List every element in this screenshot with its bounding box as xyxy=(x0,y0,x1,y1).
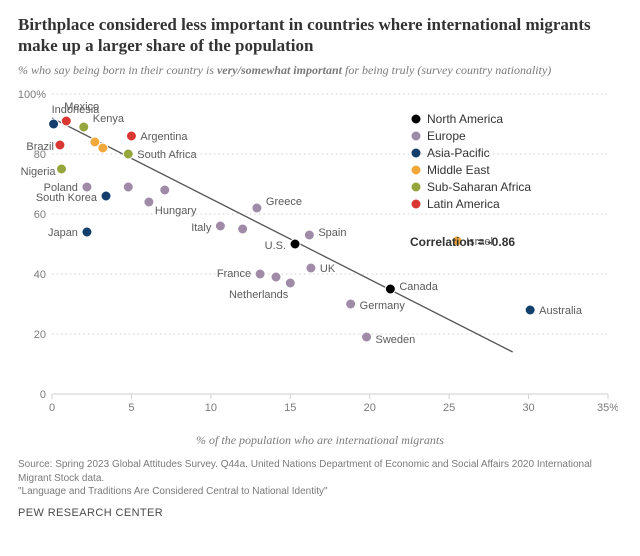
data-point xyxy=(160,185,170,195)
chart-container: Birthplace considered less important in … xyxy=(0,0,640,529)
point-label: Sweden xyxy=(376,334,416,346)
point-label: Hungary xyxy=(155,205,197,217)
svg-text:0: 0 xyxy=(49,402,55,414)
point-label: Canada xyxy=(399,281,438,293)
point-label: South Korea xyxy=(36,192,98,204)
legend-marker xyxy=(412,115,421,124)
data-point xyxy=(123,149,133,159)
source-text: Source: Spring 2023 Global Attitudes Sur… xyxy=(18,458,622,499)
point-label: Germany xyxy=(360,300,406,312)
data-point xyxy=(144,197,154,207)
data-point xyxy=(61,116,71,126)
data-point xyxy=(304,230,314,240)
data-point xyxy=(290,239,300,249)
legend-label: North America xyxy=(427,112,503,126)
data-point xyxy=(362,332,372,342)
svg-text:30: 30 xyxy=(522,402,534,414)
point-label: Argentina xyxy=(140,131,188,143)
data-point xyxy=(82,227,92,237)
source-line-1: Source: Spring 2023 Global Attitudes Sur… xyxy=(18,458,622,485)
data-point xyxy=(79,122,89,132)
point-label: Greece xyxy=(266,196,302,208)
svg-text:35%: 35% xyxy=(597,402,618,414)
subtitle-prefix: % who say being born in their country is xyxy=(18,63,217,77)
legend-label: Sub-Saharan Africa xyxy=(427,180,531,194)
svg-text:20: 20 xyxy=(364,402,376,414)
data-point xyxy=(252,203,262,213)
chart-title: Birthplace considered less important in … xyxy=(18,14,622,57)
data-point xyxy=(238,224,248,234)
svg-text:5: 5 xyxy=(128,402,134,414)
svg-text:40: 40 xyxy=(34,269,46,281)
data-point xyxy=(306,263,316,273)
svg-text:10: 10 xyxy=(205,402,217,414)
chart-svg: 020406080100%05101520253035%IndonesiaMex… xyxy=(18,86,618,426)
svg-text:0: 0 xyxy=(40,389,46,401)
data-point xyxy=(57,164,67,174)
point-label: Kenya xyxy=(93,113,125,125)
svg-text:100%: 100% xyxy=(18,89,46,101)
data-point xyxy=(385,284,395,294)
data-point xyxy=(101,191,111,201)
point-label: Japan xyxy=(48,227,78,239)
legend-marker xyxy=(412,183,421,192)
point-label: U.S. xyxy=(265,240,286,252)
data-point xyxy=(123,182,133,192)
svg-text:15: 15 xyxy=(284,402,296,414)
x-axis-label: % of the population who are internationa… xyxy=(18,433,622,448)
legend-marker xyxy=(412,149,421,158)
legend-marker xyxy=(412,166,421,175)
scatter-chart: 020406080100%05101520253035%IndonesiaMex… xyxy=(18,86,622,431)
data-point xyxy=(55,140,65,150)
legend-marker xyxy=(412,132,421,141)
correlation-label: Correlation = -0.86 xyxy=(410,235,515,249)
point-label: France xyxy=(217,268,251,280)
point-label: Spain xyxy=(318,227,346,239)
data-point xyxy=(98,143,108,153)
data-point xyxy=(126,131,136,141)
data-point xyxy=(255,269,265,279)
source-line-2: "Language and Traditions Are Considered … xyxy=(18,485,622,499)
legend-label: Europe xyxy=(427,129,466,143)
point-label: Australia xyxy=(539,305,583,317)
legend-marker xyxy=(412,200,421,209)
svg-text:20: 20 xyxy=(34,329,46,341)
point-label: Italy xyxy=(191,222,212,234)
legend-label: Asia-Pacific xyxy=(427,146,490,160)
data-point xyxy=(285,278,295,288)
point-label: Mexico xyxy=(64,101,99,113)
data-point xyxy=(49,119,59,129)
svg-text:60: 60 xyxy=(34,209,46,221)
data-point xyxy=(82,182,92,192)
data-point xyxy=(525,305,535,315)
legend-label: Middle East xyxy=(427,163,490,177)
data-point xyxy=(271,272,281,282)
data-point xyxy=(346,299,356,309)
footer-attribution: PEW RESEARCH CENTER xyxy=(18,507,622,519)
subtitle-suffix: for being truly (survey country national… xyxy=(342,63,551,77)
point-label: Nigeria xyxy=(21,166,57,178)
subtitle-emphasis: very/somewhat important xyxy=(217,63,342,77)
point-label: South Africa xyxy=(137,149,197,161)
chart-subtitle: % who say being born in their country is… xyxy=(18,63,622,79)
legend-label: Latin America xyxy=(427,197,500,211)
point-label: Netherlands xyxy=(229,289,289,301)
point-label: UK xyxy=(320,263,336,275)
data-point xyxy=(215,221,225,231)
svg-text:25: 25 xyxy=(443,402,455,414)
point-label: Brazil xyxy=(26,141,54,153)
